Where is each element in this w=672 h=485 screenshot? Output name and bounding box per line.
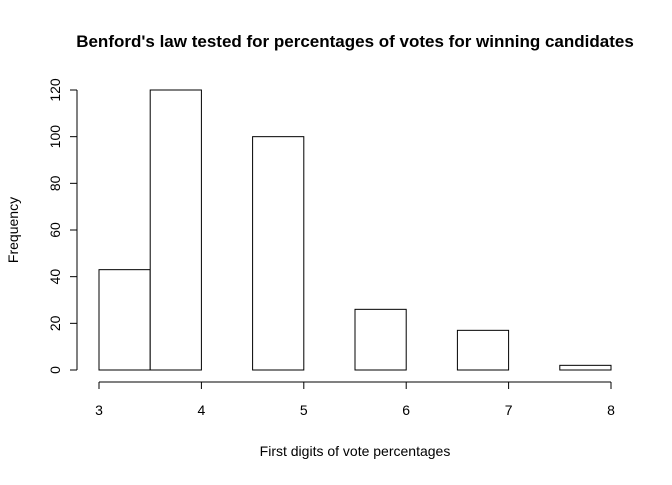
histogram-bar bbox=[98, 269, 151, 371]
x-tick-label: 3 bbox=[95, 402, 103, 418]
y-axis-label: Frequency bbox=[5, 197, 21, 263]
y-tick-label: 80 bbox=[47, 175, 63, 191]
histogram-bar bbox=[456, 329, 510, 371]
histogram-bar bbox=[149, 89, 202, 371]
x-tick-label: 5 bbox=[300, 402, 308, 418]
bars-group bbox=[98, 89, 612, 371]
y-tick-label: 0 bbox=[47, 366, 63, 374]
x-axis-label: First digits of vote percentages bbox=[260, 443, 451, 459]
x-axis: 3 4 5 6 7 8 bbox=[95, 381, 615, 418]
chart-title: Benford's law tested for percentages of … bbox=[76, 32, 634, 51]
y-tick-label: 20 bbox=[47, 315, 63, 331]
y-tick-label: 60 bbox=[47, 222, 63, 238]
x-tick-label: 6 bbox=[402, 402, 410, 418]
y-tick-label: 100 bbox=[47, 125, 63, 149]
x-tick-label: 4 bbox=[198, 402, 206, 418]
histogram-bar bbox=[559, 364, 612, 371]
y-tick-label: 120 bbox=[47, 78, 63, 102]
histogram-bar bbox=[354, 308, 407, 371]
x-tick-label: 7 bbox=[505, 402, 513, 418]
x-tick-label: 8 bbox=[607, 402, 615, 418]
y-tick-label: 40 bbox=[47, 269, 63, 285]
histogram-bar bbox=[252, 136, 305, 371]
y-axis: 0 20 40 60 80 100 120 bbox=[47, 78, 78, 374]
